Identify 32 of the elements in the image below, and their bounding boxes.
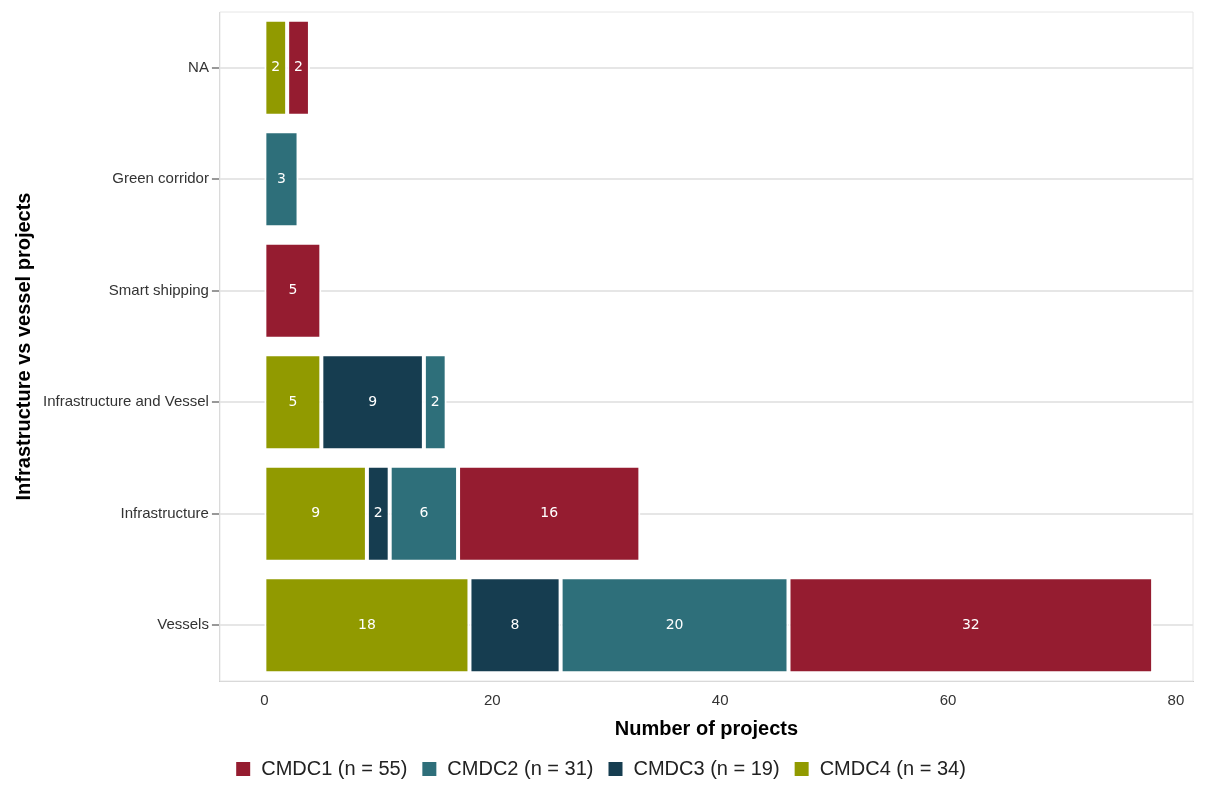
data-label: 2 [430, 392, 440, 409]
legend-label: CMDC1 (n = 55) [261, 756, 408, 779]
data-label: 32 [961, 615, 980, 632]
data-label: 5 [288, 392, 298, 409]
data-label: 9 [311, 504, 321, 521]
y-tick-label: Infrastructure and Vessel [42, 392, 209, 410]
x-axis-title: Number of projects [614, 716, 799, 739]
x-tick-label: 80 [1167, 691, 1185, 709]
legend-label: CMDC3 (n = 19) [633, 756, 780, 779]
y-axis-title: Infrastructure vs vessel projects [11, 192, 34, 501]
y-tick-label: Vessels [157, 615, 209, 633]
y-tick-label: Smart shipping [108, 280, 209, 298]
data-label: 3 [276, 169, 286, 186]
data-label: 9 [368, 392, 378, 409]
legend-label: CMDC4 (n = 34) [819, 756, 966, 779]
x-tick-label: 40 [711, 691, 729, 709]
data-label: 2 [373, 504, 383, 521]
y-tick-label: Infrastructure [120, 503, 209, 521]
data-label: 5 [288, 281, 298, 298]
legend-label: CMDC2 (n = 31) [447, 756, 594, 779]
data-label: 20 [665, 615, 684, 632]
x-tick-label: 60 [939, 691, 957, 709]
data-label: 6 [419, 504, 429, 521]
y-tick-label: NA [188, 57, 209, 75]
x-tick-label: 20 [483, 691, 501, 709]
data-label: 2 [294, 58, 303, 75]
data-label: 18 [358, 615, 376, 632]
y-tick-label: Green corridor [112, 169, 209, 187]
data-label: 8 [510, 615, 520, 632]
data-label: 2 [271, 58, 281, 75]
x-tick-label: 0 [260, 691, 269, 709]
data-label: 16 [540, 504, 559, 521]
